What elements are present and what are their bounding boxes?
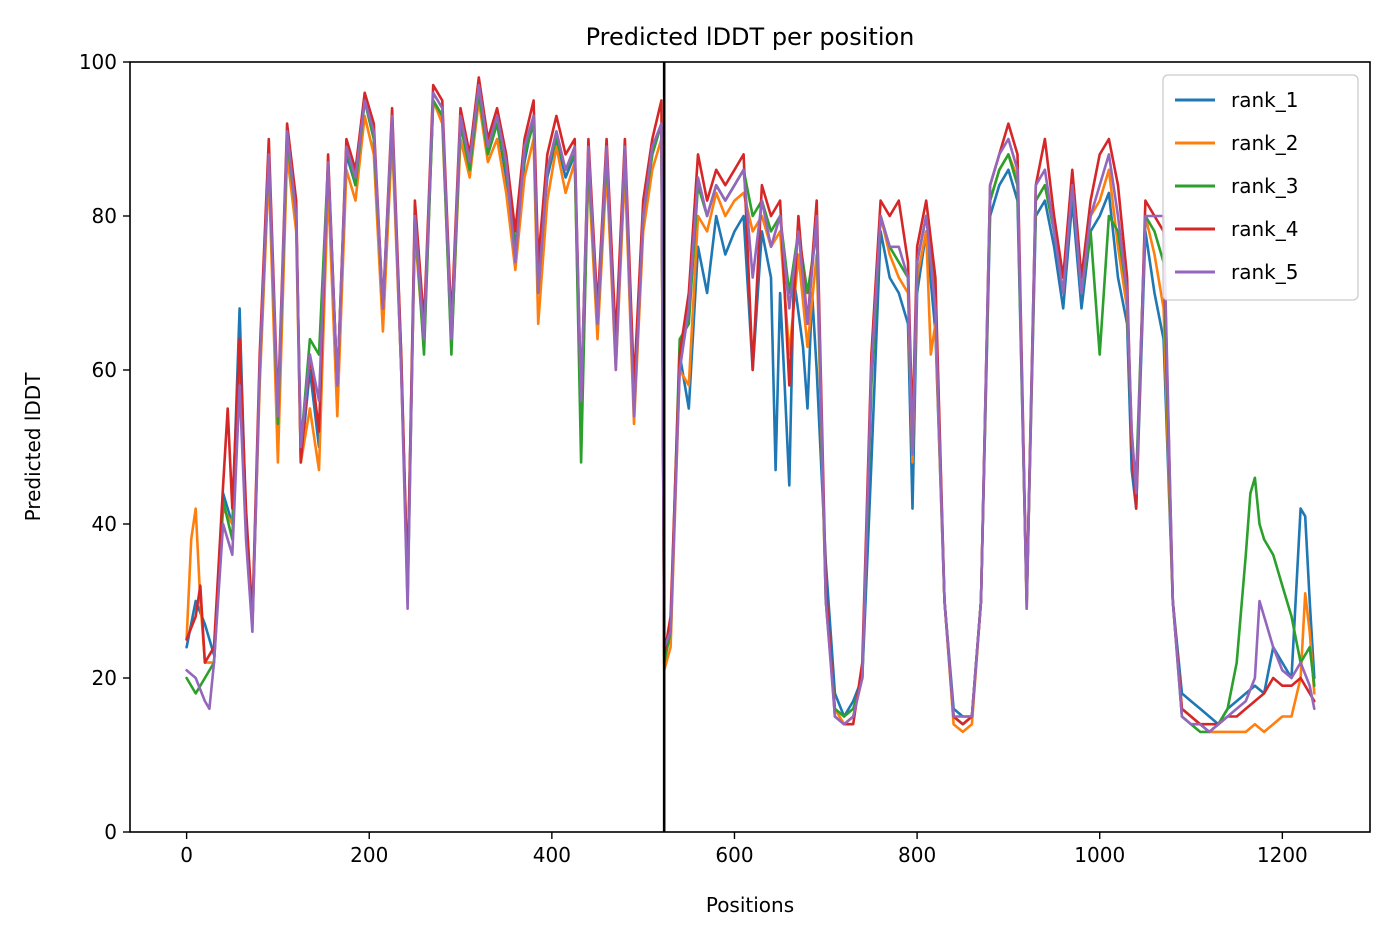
x-axis-ticks: 0 200 400 600 800 1000 1200: [180, 832, 1308, 867]
x-tick-label: 0: [180, 843, 193, 867]
plot-frame: [129, 61, 1371, 833]
plot-series-layer: [185, 76, 1316, 734]
y-axis-title: Predicted lDDT: [21, 372, 45, 522]
x-axis-title: Positions: [706, 893, 794, 917]
x-tick-label: 600: [715, 843, 753, 867]
y-tick-label: 40: [92, 512, 117, 536]
y-tick-label: 0: [104, 820, 117, 844]
x-tick-label: 1000: [1074, 843, 1125, 867]
x-tick-label: 400: [533, 843, 571, 867]
x-tick-label: 800: [898, 843, 936, 867]
y-tick-label: 100: [79, 50, 117, 74]
y-axis-ticks: 0 20 40 60 80 100: [79, 50, 130, 844]
y-tick-label: 80: [92, 204, 117, 228]
legend-label-rank_5: rank_5: [1231, 260, 1298, 284]
chart-title: Predicted lDDT per position: [586, 23, 915, 51]
x-tick-label: 200: [350, 843, 388, 867]
x-tick-label: 1200: [1257, 843, 1308, 867]
y-tick-label: 20: [92, 666, 117, 690]
legend-box: [1162, 74, 1359, 301]
chart-legend: rank_1 rank_2 rank_3 rank_4 rank_5: [1162, 74, 1359, 301]
series-line-rank_5: [185, 83, 1316, 734]
legend-label-rank_4: rank_4: [1231, 217, 1298, 241]
legend-label-rank_2: rank_2: [1231, 131, 1298, 155]
legend-label-rank_3: rank_3: [1231, 174, 1298, 198]
legend-label-rank_1: rank_1: [1231, 88, 1298, 112]
y-tick-label: 60: [92, 358, 117, 382]
